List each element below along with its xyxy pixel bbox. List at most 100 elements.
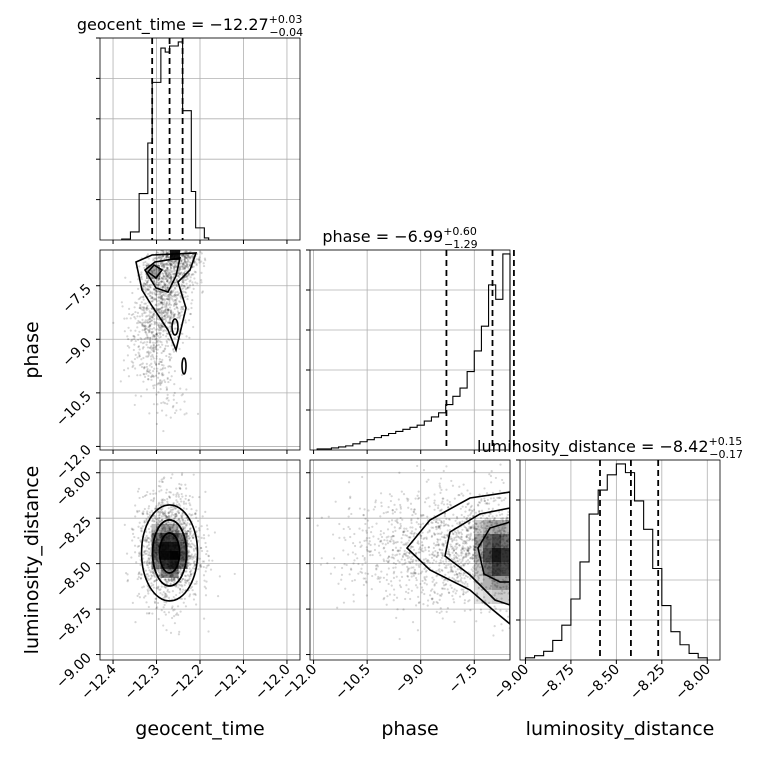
sample-point: [477, 575, 480, 578]
sample-point: [155, 251, 159, 254]
sample-point: [452, 513, 455, 516]
sample-point: [352, 600, 355, 603]
sample-point: [460, 538, 464, 541]
sample-point: [468, 509, 471, 512]
sample-point: [182, 540, 186, 544]
sample-point: [172, 517, 176, 520]
sample-point: [183, 522, 187, 525]
sample-point: [163, 314, 166, 317]
sample-point: [173, 314, 176, 317]
sample-point: [442, 503, 446, 506]
sample-point: [142, 367, 146, 370]
sample-point: [175, 612, 179, 615]
sample-point: [151, 291, 154, 294]
sample-point: [473, 567, 476, 570]
density-cell: [151, 541, 161, 551]
sample-point: [187, 549, 190, 552]
sample-point: [153, 288, 157, 291]
sample-point: [194, 563, 197, 566]
sample-point: [156, 309, 159, 312]
sample-point: [136, 311, 140, 314]
density-cell: [474, 562, 483, 576]
sample-point: [187, 561, 190, 564]
sample-point: [144, 536, 147, 539]
sample-point: [368, 550, 372, 553]
sample-point: [412, 511, 416, 514]
sample-point: [490, 524, 493, 527]
sample-point: [178, 315, 182, 318]
sample-point: [165, 255, 168, 259]
sample-point: [489, 497, 493, 500]
sample-point: [188, 595, 191, 598]
sample-point: [466, 502, 469, 506]
sample-point: [147, 257, 150, 260]
sample-point: [169, 303, 173, 307]
sample-point: [448, 500, 451, 504]
sample-point: [192, 548, 195, 551]
sample-point: [177, 570, 181, 573]
sample-point: [165, 268, 169, 271]
sample-point: [438, 525, 441, 529]
sample-point: [172, 300, 175, 303]
sample-point: [475, 522, 478, 525]
sample-point: [165, 414, 168, 417]
sample-point: [416, 586, 419, 589]
density-cell: [178, 559, 188, 569]
sample-point: [159, 387, 162, 391]
sample-point: [172, 394, 175, 397]
sample-point: [187, 274, 191, 277]
sample-point: [492, 529, 495, 532]
sample-point: [167, 308, 170, 311]
sample-point: [158, 292, 162, 295]
sample-point: [185, 262, 188, 265]
sample-point: [434, 550, 437, 553]
sample-point: [474, 572, 477, 575]
sample-point: [445, 465, 448, 468]
sample-point: [195, 258, 198, 261]
sample-point: [157, 538, 160, 541]
sample-point: [464, 591, 468, 594]
sample-point: [155, 546, 158, 550]
sample-point: [350, 568, 353, 571]
sample-point: [466, 590, 469, 593]
sample-point: [173, 260, 176, 263]
sample-point: [159, 360, 163, 364]
sample-point: [463, 599, 467, 602]
sample-point: [148, 311, 152, 314]
sample-point: [175, 306, 178, 309]
sample-point: [410, 519, 413, 522]
sample-point: [182, 601, 185, 604]
sample-point: [207, 555, 210, 558]
sample-point: [136, 356, 139, 359]
sample-point: [174, 515, 177, 518]
sample-point: [174, 576, 177, 579]
sample-point: [425, 497, 428, 500]
sample-point: [148, 324, 151, 328]
sample-point: [457, 554, 460, 557]
sample-point: [184, 266, 187, 269]
sample-point: [186, 539, 189, 542]
sample-point: [133, 544, 137, 547]
sample-point: [435, 543, 438, 546]
sample-point: [352, 562, 355, 565]
sample-point: [413, 508, 416, 511]
sample-point: [138, 496, 141, 500]
sample-point: [151, 341, 155, 344]
sample-point: [164, 318, 167, 321]
sample-point: [186, 535, 190, 538]
sample-point: [438, 482, 441, 485]
sample-point: [147, 557, 151, 560]
sample-point: [138, 571, 141, 574]
sample-point: [147, 350, 150, 353]
sample-point: [189, 312, 193, 316]
sample-point: [168, 281, 171, 284]
sample-point: [181, 563, 184, 566]
sample-point: [161, 518, 164, 521]
sample-point: [156, 517, 159, 520]
sample-point: [153, 269, 156, 272]
histogram-geocent_time: [121, 41, 210, 240]
sample-point: [170, 356, 173, 359]
sample-point: [199, 565, 202, 568]
sample-point: [182, 564, 185, 568]
sample-point: [156, 519, 160, 522]
